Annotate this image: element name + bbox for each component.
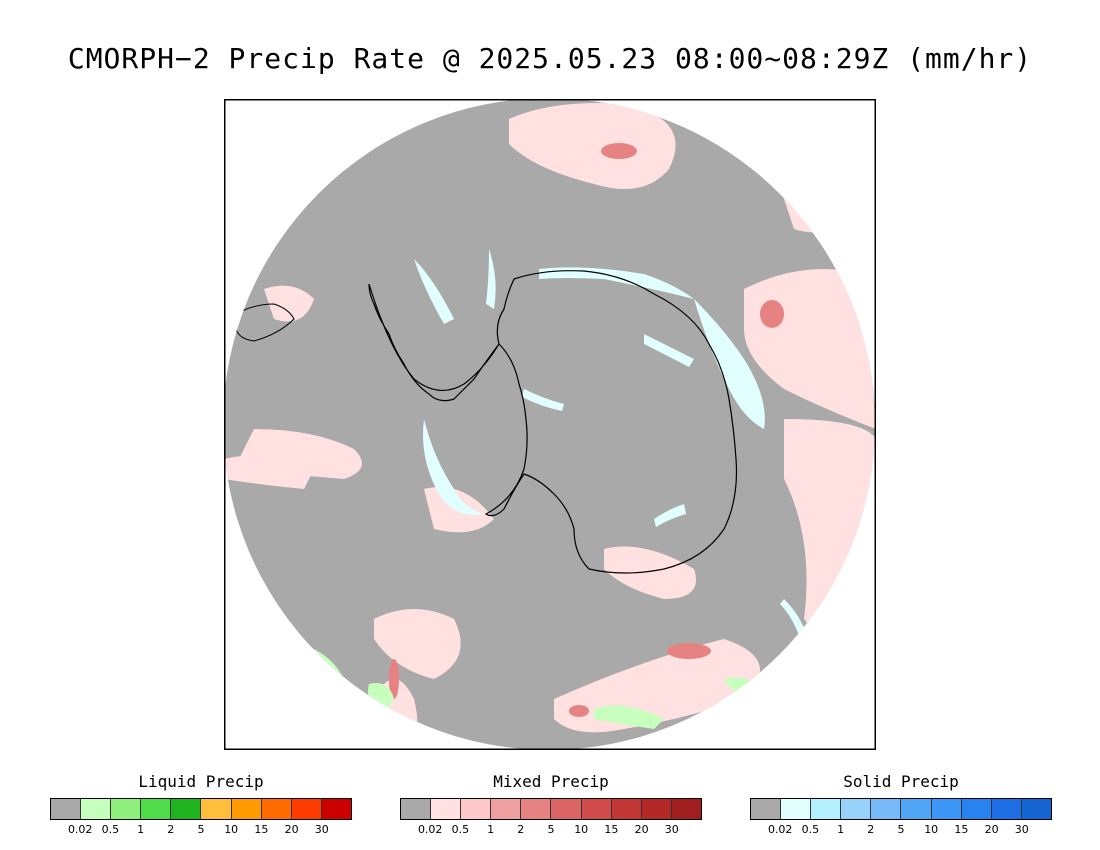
antarctic-peninsula-coastline [368,283,500,402]
legend-swatch [491,799,522,819]
legend-swatch [961,799,992,819]
solid-precip-legend: Solid Precip 0.02 0.5 1 2 5 10 15 20 30 [750,772,1052,837]
legend-swatch [871,799,902,819]
legend-swatch [51,799,82,819]
legend-swatch [901,799,932,819]
legend-swatch [431,799,462,819]
legend-swatch [171,799,202,819]
legend-swatch [461,799,492,819]
legend-tick-label: 20 [984,823,999,836]
legend-tick-label: 1 [487,823,495,836]
polar-disc [224,99,875,750]
legend-swatch [141,799,172,819]
solid-tick-labels: 0.02 0.5 1 2 5 10 15 20 30 [750,823,1052,837]
precip-map [224,99,876,750]
legend-tick-label: 20 [284,823,299,836]
legend-swatch [811,799,842,819]
solid-legend-title: Solid Precip [843,772,959,791]
legend-swatch [1021,799,1051,819]
legend-tick-label: 0.5 [451,823,470,836]
legend-swatch [231,799,262,819]
legend-tick-label: 10 [224,823,239,836]
legend-tick-label: 5 [897,823,905,836]
legend-swatch [81,799,112,819]
map-title: CMORPH−2 Precip Rate @ 2025.05.23 08:00~… [67,42,1033,75]
solid-precip-areas [414,249,809,646]
legend-swatch [551,799,582,819]
legend-swatch [671,799,701,819]
legend-swatch [291,799,322,819]
mixed-precip-legend: Mixed Precip 0.02 0.5 1 2 5 10 15 20 30 [400,772,702,837]
legend-swatch [751,799,782,819]
liquid-legend-title: Liquid Precip [138,772,264,791]
legend-tick-label: 30 [664,823,679,836]
legend-tick-label: 15 [254,823,269,836]
legend-swatch [521,799,552,819]
legend-tick-label: 30 [314,823,329,836]
legend-tick-label: 2 [517,823,525,836]
legend-swatch [581,799,612,819]
legend-tick-label: 0.02 [767,823,793,836]
legend-swatch [321,799,351,819]
legend-tick-label: 30 [1014,823,1029,836]
legend-tick-label: 5 [547,823,555,836]
legend-tick-label: 1 [837,823,845,836]
legend-swatch [401,799,432,819]
legend-tick-label: 10 [574,823,589,836]
legend-swatch [261,799,292,819]
legend-swatch [841,799,872,819]
antarctica-coastline [484,270,738,574]
legend-swatch [991,799,1022,819]
legend-tick-label: 1 [137,823,145,836]
legend-tick-label: 2 [167,823,175,836]
legend-swatch [641,799,672,819]
map-border [224,99,876,750]
mixed-legend-title: Mixed Precip [493,772,609,791]
legend-tick-label: 20 [634,823,649,836]
legend-tick-label: 10 [924,823,939,836]
legend-swatch [781,799,812,819]
legend-tick-label: 0.5 [801,823,820,836]
legend-swatch [931,799,962,819]
south-america-tip [235,303,295,342]
legend-swatch [611,799,642,819]
mixed-colorbar [400,798,702,820]
legend-tick-label: 0.02 [417,823,443,836]
liquid-tick-labels: 0.02 0.5 1 2 5 10 15 20 30 [50,823,352,837]
legend-tick-label: 15 [954,823,969,836]
liquid-precip-legend: Liquid Precip 0.02 0.5 1 2 5 10 15 20 30 [50,772,352,837]
legend-tick-label: 15 [604,823,619,836]
mixed-tick-labels: 0.02 0.5 1 2 5 10 15 20 30 [400,823,702,837]
legend-tick-label: 0.5 [101,823,120,836]
legend-tick-label: 0.02 [67,823,93,836]
solid-colorbar [750,798,1052,820]
legend-swatch [111,799,142,819]
mixed-precip-heavy [389,143,784,717]
legend-tick-label: 2 [867,823,875,836]
legend-swatch [201,799,232,819]
legend-tick-label: 5 [197,823,205,836]
liquid-colorbar [50,798,352,820]
